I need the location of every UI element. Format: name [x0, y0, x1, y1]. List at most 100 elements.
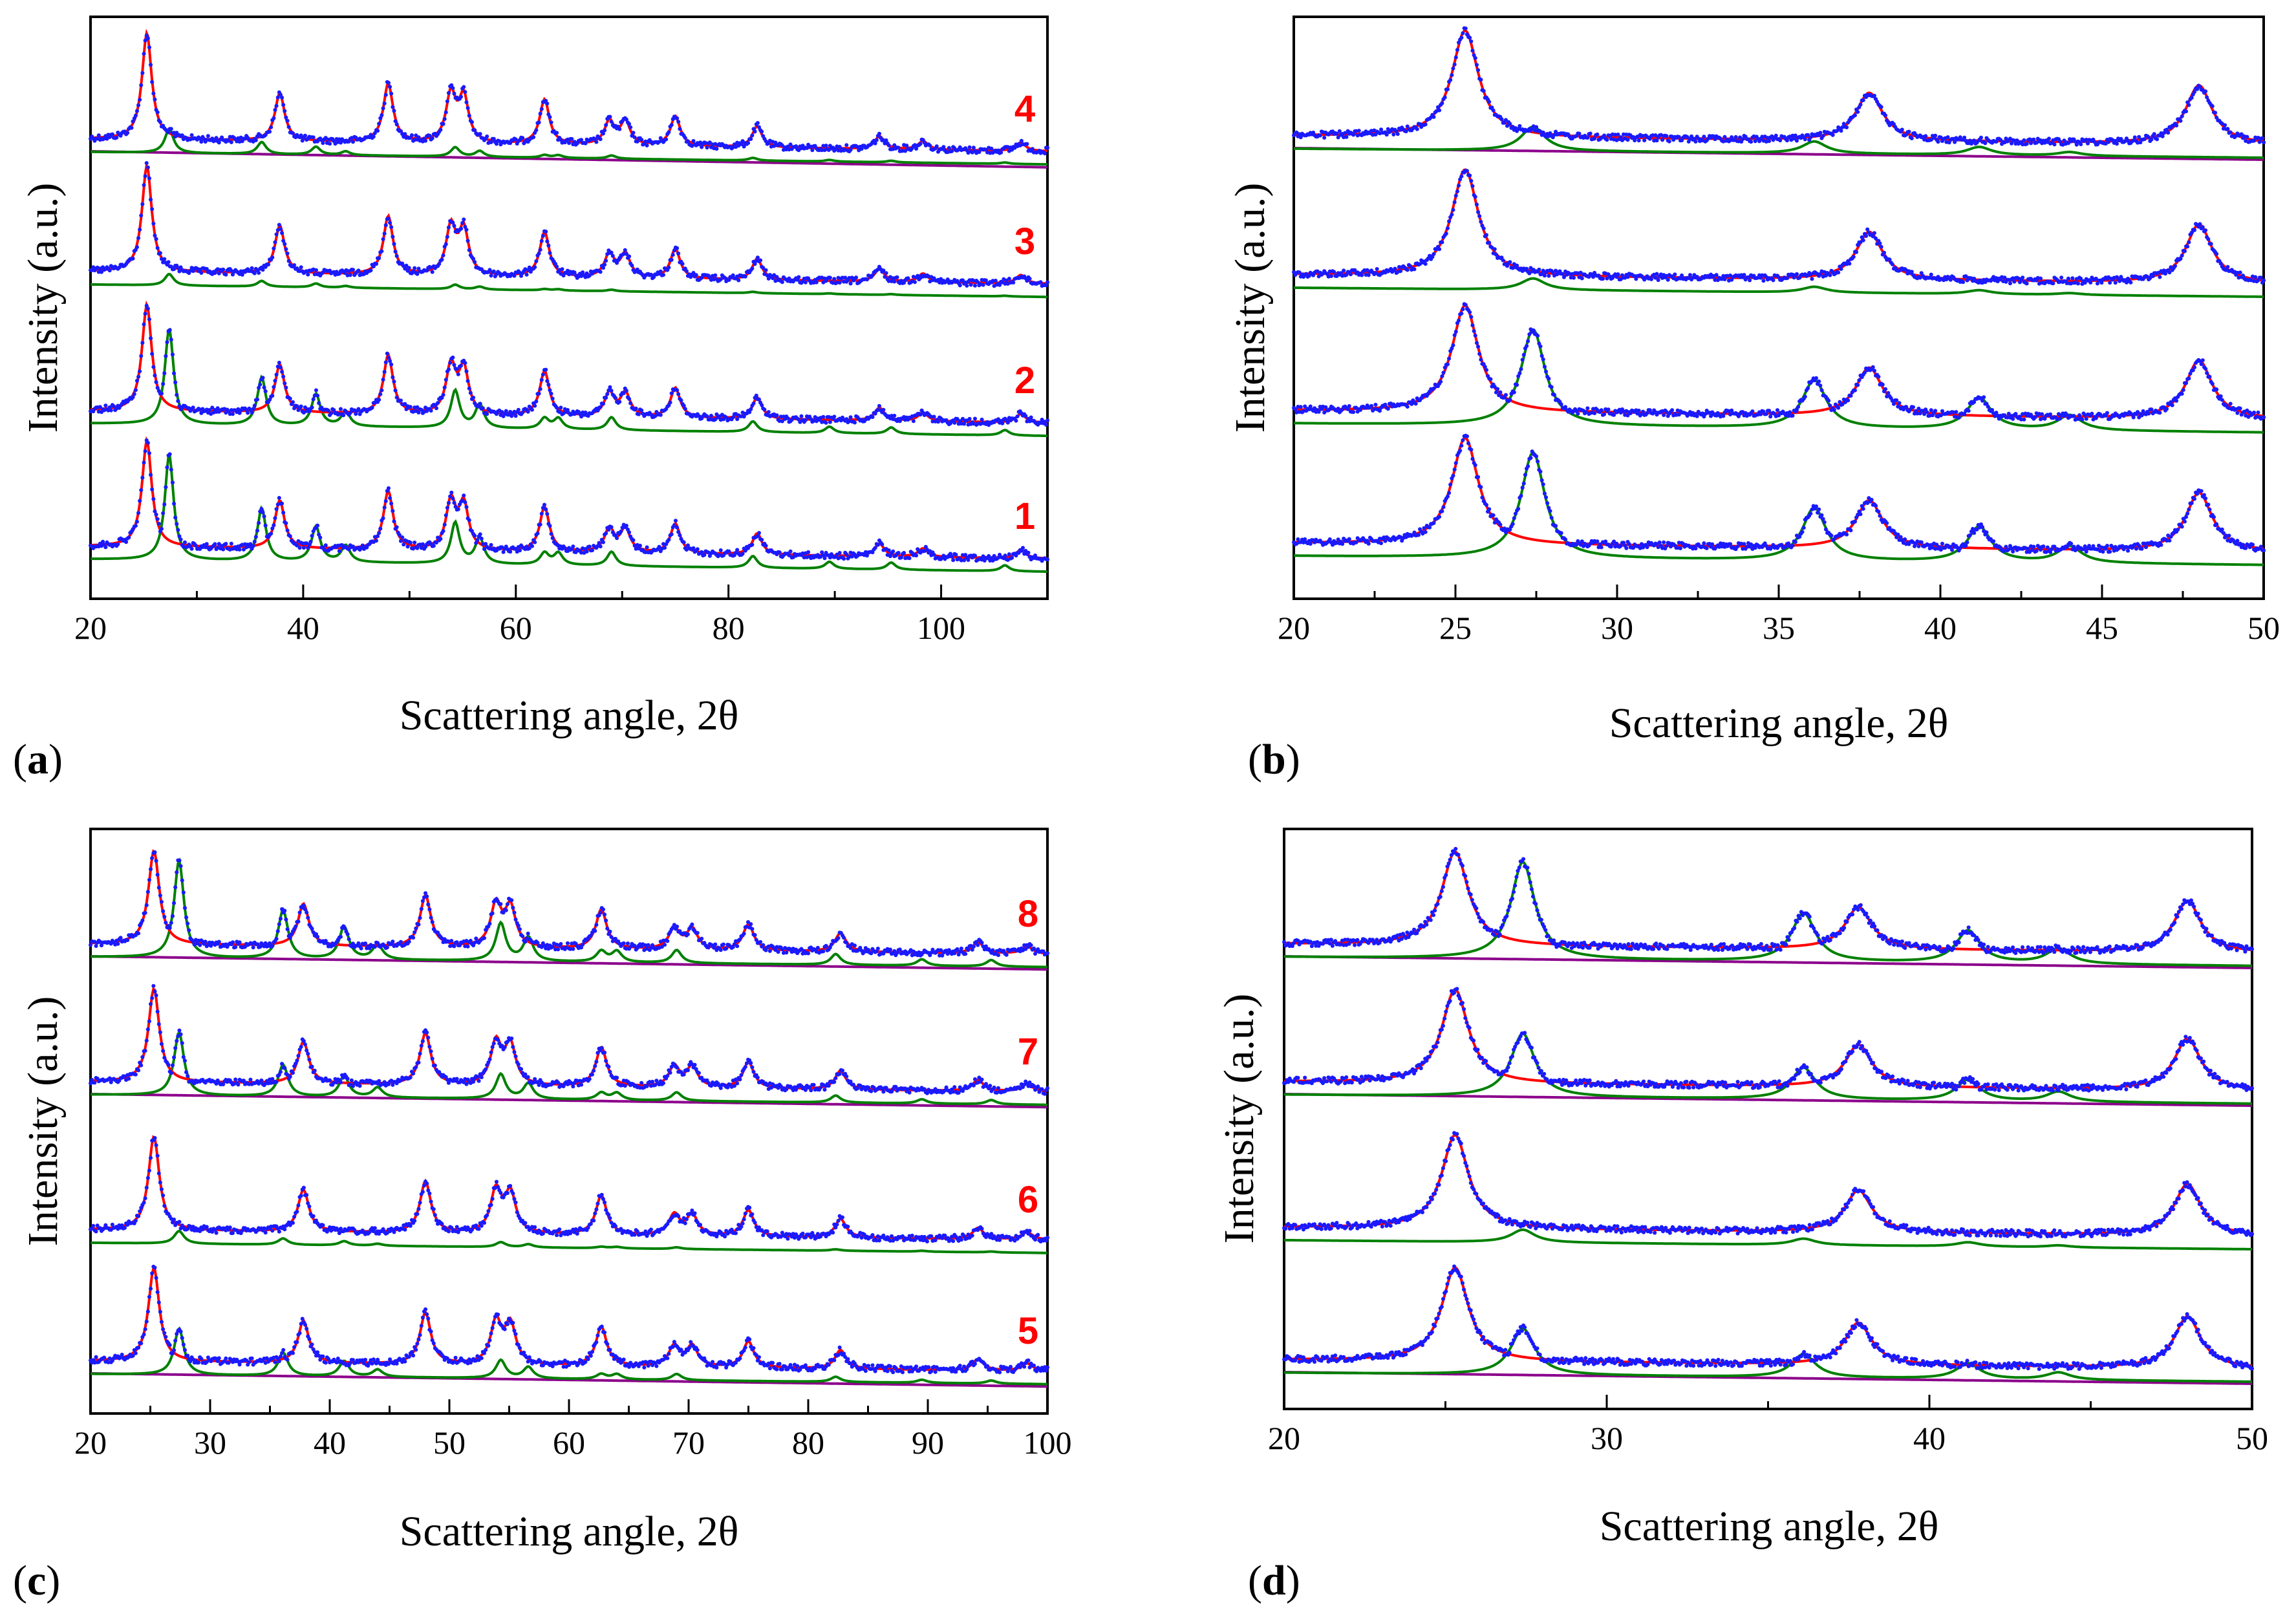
- x-tick-label: 100: [1024, 1424, 1072, 1461]
- panel-letter: (c): [13, 1557, 60, 1604]
- panel-d: 20 30 40 50 Scattering angle, 2θ Intensity …: [1216, 828, 2268, 1604]
- panel-letter-value: c: [27, 1557, 46, 1604]
- series-layer: [1292, 26, 2266, 566]
- background-line: [1284, 1371, 2252, 1385]
- x-tick-label: 70: [672, 1424, 705, 1461]
- anatase-fit-line: [90, 436, 1048, 560]
- ticks-layer: 20 30 40 50: [1268, 1395, 2268, 1456]
- anatase-fit-line: [1294, 436, 2264, 551]
- y-axis-title: Intensity (a.u.): [19, 183, 67, 433]
- experimental-points: [89, 850, 1050, 958]
- sample-curve: [1292, 302, 2266, 434]
- rutile-fit-line: [91, 127, 1047, 166]
- background-line: [91, 1093, 1048, 1109]
- curve-number-label: 2: [1014, 360, 1035, 402]
- rutile-fit-line: [1294, 328, 2264, 434]
- rutile-fit-line: [1293, 125, 2264, 159]
- sample-curve: 3: [89, 161, 1050, 299]
- experimental-points: [1292, 26, 2266, 147]
- sample-curve: [1292, 433, 2266, 566]
- rutile-fit-line: [1284, 861, 2252, 967]
- sample-curve: [1282, 846, 2255, 969]
- series-layer: [1282, 846, 2255, 1385]
- rutile-fit-line: [91, 1029, 1047, 1106]
- experimental-points: [1282, 846, 2255, 956]
- experimental-points: [1282, 1131, 2255, 1239]
- sample-curve: [1282, 987, 2255, 1107]
- plot-frame: [89, 16, 1049, 600]
- experimental-points: [89, 34, 1050, 156]
- x-tick-label: 20: [1278, 610, 1310, 646]
- x-tick-label: 50: [433, 1424, 466, 1461]
- x-tick-label: 40: [1913, 1420, 1946, 1456]
- experimental-points: [89, 983, 1050, 1096]
- rutile-fit-line: [1284, 1327, 2252, 1383]
- sample-curve: [1292, 26, 2266, 161]
- x-axis-title: Scattering angle, 2θ: [1600, 1503, 1939, 1550]
- rutile-fit-line: [91, 453, 1048, 574]
- rutile-fit-line: [91, 327, 1048, 438]
- panel-letter: (b): [1248, 736, 1300, 783]
- anatase-fit-line: [1284, 1266, 2253, 1368]
- curve-number-label: 4: [1014, 88, 1035, 130]
- experimental-points: [89, 438, 1050, 563]
- experimental-points: [1292, 302, 2266, 422]
- x-tick-label: 80: [713, 610, 745, 646]
- experimental-points: [89, 161, 1050, 288]
- sample-curve: 2: [89, 300, 1050, 438]
- rutile-fit-line: [1284, 1032, 2252, 1105]
- anatase-fit-line: [1284, 988, 2253, 1090]
- panel-a: 4 3 2 1 20 40 60 80 100 Scattering angle, 2θ In…: [13, 16, 1050, 783]
- sample-curve: [1282, 1264, 2255, 1385]
- sample-curve: 5: [89, 1264, 1050, 1388]
- anatase-fit-line: [91, 1135, 1048, 1241]
- rutile-fit-line: [91, 272, 1047, 299]
- x-tick-label: 30: [194, 1424, 226, 1461]
- plot-frame: [1283, 828, 2253, 1410]
- x-tick-label: 35: [1763, 610, 1795, 646]
- curve-number-label: 3: [1014, 220, 1035, 263]
- plot-frame: [89, 828, 1049, 1415]
- panel-letter: (a): [13, 736, 63, 783]
- x-tick-label: 60: [500, 610, 532, 646]
- y-axis-title: Intensity (a.u.): [1216, 994, 1263, 1244]
- x-tick-label: 30: [1601, 610, 1633, 646]
- y-axis-title: Intensity (a.u.): [19, 996, 67, 1247]
- anatase-fit-line: [90, 300, 1048, 424]
- experimental-points: [1282, 987, 2255, 1093]
- x-tick-label: 40: [1924, 610, 1957, 646]
- series-layer: 4 3 2 1: [89, 28, 1050, 574]
- anatase-fit-line: [1284, 1134, 2253, 1235]
- rutile-fit-line: [91, 857, 1048, 969]
- experimental-points: [1292, 433, 2266, 554]
- x-tick-label: 25: [1439, 610, 1472, 646]
- curve-number-label: 8: [1018, 893, 1038, 935]
- anatase-fit-line: [91, 987, 1048, 1093]
- x-axis-title: Scattering angle, 2θ: [1609, 700, 1949, 747]
- experimental-points: [89, 1135, 1050, 1243]
- experimental-points: [89, 303, 1050, 427]
- sample-curve: 7: [89, 983, 1050, 1109]
- x-tick-label: 50: [2248, 610, 2280, 646]
- sample-curve: [1282, 1131, 2255, 1251]
- sample-curve: 8: [89, 849, 1050, 971]
- ticks-layer: 20 30 40 50 60 70 80 90 100: [74, 1399, 1072, 1461]
- series-layer: 8 7 6 5: [89, 849, 1050, 1388]
- rutile-fit-line: [91, 1229, 1047, 1254]
- x-tick-label: 20: [74, 1424, 107, 1461]
- ticks-layer: 20 25 30 35 40 45 50: [1278, 585, 2280, 646]
- sample-curve: 4: [89, 28, 1050, 169]
- x-tick-label: 50: [2236, 1420, 2268, 1456]
- x-tick-label: 20: [74, 610, 107, 646]
- panel-letter: (d): [1248, 1557, 1300, 1604]
- anatase-fit-line: [1294, 29, 2264, 144]
- x-tick-label: 90: [912, 1424, 944, 1461]
- x-tick-label: 40: [287, 610, 319, 646]
- anatase-fit-line: [1284, 850, 2253, 952]
- x-tick-label: 80: [792, 1424, 824, 1461]
- curve-number-label: 6: [1018, 1179, 1038, 1221]
- rutile-fit-line: [1294, 277, 2264, 298]
- anatase-fit-line: [1294, 304, 2264, 418]
- sample-curve: [1292, 168, 2266, 298]
- x-axis-title: Scattering angle, 2θ: [400, 1508, 739, 1555]
